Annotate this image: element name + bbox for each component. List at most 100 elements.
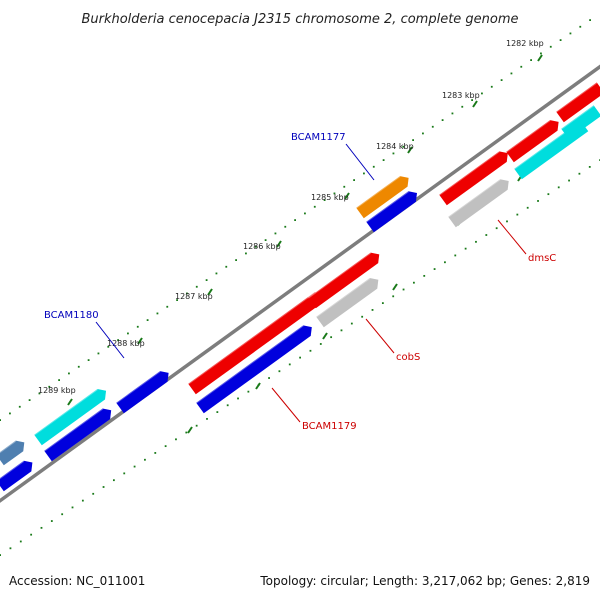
tick-ring-dot xyxy=(382,159,385,161)
gene-blue-edge xyxy=(0,460,33,492)
tick-ring-dot xyxy=(166,305,169,308)
inner-ring-dot xyxy=(50,520,53,522)
gene-label-dmsc: dmsC xyxy=(528,253,556,264)
gene-blue-small-shade xyxy=(115,370,161,404)
tick-ring-dot xyxy=(77,365,80,368)
gene-blue-long-shade xyxy=(195,324,304,404)
inner-ring-dot xyxy=(92,492,95,495)
major-tick xyxy=(537,54,543,62)
inner-ring-dot xyxy=(464,247,467,250)
gene-blue-edge-shade xyxy=(0,459,25,480)
inner-ring-dot xyxy=(226,404,229,407)
gene-orange-shade xyxy=(355,175,401,209)
tick-ring-dot xyxy=(225,265,228,268)
major-tick xyxy=(67,398,73,406)
gene-label-leader xyxy=(95,321,125,359)
major-tick xyxy=(137,337,143,345)
gene-label-leader xyxy=(365,318,395,354)
gene-label-leader xyxy=(345,143,375,181)
inner-ring-dot xyxy=(299,356,301,359)
inner-ring-dot xyxy=(506,220,508,223)
tick-ring-dot xyxy=(402,145,405,148)
inner-ring-dot xyxy=(206,417,208,420)
tick-ring-dot xyxy=(510,72,513,75)
inner-ring-dot xyxy=(361,315,364,318)
gene-label-bcam1179: BCAM1179 xyxy=(302,421,357,432)
gene-red-right xyxy=(506,120,559,163)
tick-ring-dot xyxy=(579,25,582,28)
gene-red-left xyxy=(188,292,324,395)
inner-ring-dot xyxy=(578,172,581,175)
inner-ring-dot xyxy=(568,179,570,182)
tick-ring-dot xyxy=(176,299,178,301)
tick-ring-dot xyxy=(363,172,365,175)
inner-ring-dot xyxy=(19,540,22,543)
inner-ring-dot xyxy=(268,377,270,379)
gene-steel-edge-shade xyxy=(0,439,17,454)
gene-grey-mid xyxy=(316,278,379,328)
tick-ring-dot xyxy=(274,232,277,235)
tick-ring-dot xyxy=(422,132,424,135)
tick-ring-dot xyxy=(117,339,119,341)
inner-major-tick xyxy=(392,283,398,291)
tick-label: 1288 kbp xyxy=(107,339,145,348)
gene-red-right-shade xyxy=(505,119,551,153)
inner-ring-dot xyxy=(444,261,446,264)
gene-grey-right xyxy=(448,179,509,228)
tick-ring-dot xyxy=(530,59,532,61)
gene-blue-small xyxy=(116,371,169,414)
inner-ring-dot xyxy=(495,227,498,230)
gene-blue-upper-shade xyxy=(365,190,409,223)
major-tick xyxy=(472,100,478,108)
tick-ring-dot xyxy=(412,139,414,141)
gene-blue-upper xyxy=(366,191,417,233)
gene-red-upper xyxy=(439,151,508,206)
tick-ring-dot xyxy=(205,279,208,281)
tick-ring-dot xyxy=(68,372,70,375)
tick-label: 1285 kbp xyxy=(311,193,349,202)
tick-ring-dot xyxy=(284,225,287,228)
inner-ring-dot xyxy=(154,452,157,454)
tick-ring-dot xyxy=(254,245,257,248)
inner-ring-dot xyxy=(288,363,291,366)
gene-label-leader xyxy=(497,219,527,255)
gene-blue-long xyxy=(196,325,312,414)
inner-ring-dot xyxy=(402,288,405,291)
inner-ring-dot xyxy=(350,322,353,325)
inner-ring-dot xyxy=(392,295,395,298)
tick-label: 1283 kbp xyxy=(442,91,480,100)
tick-label: 1287 kbp xyxy=(175,292,213,301)
tick-ring-dot xyxy=(490,85,493,88)
tick-ring-dot xyxy=(569,32,572,35)
gene-grey-right-shade xyxy=(447,178,501,218)
inner-ring-dot xyxy=(237,397,239,400)
inner-ring-dot xyxy=(330,336,333,339)
inner-ring-dot xyxy=(30,533,33,536)
inner-ring-dot xyxy=(340,329,343,332)
inner-ring-dot xyxy=(123,472,126,475)
inner-ring-dot xyxy=(278,370,281,373)
tick-ring-dot xyxy=(107,345,110,348)
tick-ring-dot xyxy=(97,352,100,355)
tick-ring-dot xyxy=(441,119,444,121)
gene-steel-edge xyxy=(0,440,25,466)
inner-ring-dot xyxy=(433,268,436,270)
tick-ring-dot xyxy=(215,272,218,275)
gene-blue-left xyxy=(44,408,112,462)
accession-label: Accession: NC_011001 xyxy=(9,574,146,588)
tick-label: 1284 kbp xyxy=(376,142,414,151)
tick-ring-dot xyxy=(186,292,188,295)
inner-ring-dot xyxy=(588,166,591,168)
tick-ring-dot xyxy=(431,125,434,128)
inner-ring-dot xyxy=(309,349,312,352)
map-title: Burkholderia cenocepacia J2315 chromosom… xyxy=(81,12,518,27)
tick-ring-dot xyxy=(333,192,336,195)
gene-label-cobs: cobS xyxy=(396,352,420,363)
inner-major-tick xyxy=(187,426,193,434)
tick-ring-dot xyxy=(392,152,395,155)
inner-ring-dot xyxy=(61,513,64,516)
major-tick xyxy=(207,288,213,296)
inner-ring-dot xyxy=(475,240,477,243)
tick-ring-dot xyxy=(156,312,159,315)
inner-ring-dot xyxy=(81,499,84,502)
